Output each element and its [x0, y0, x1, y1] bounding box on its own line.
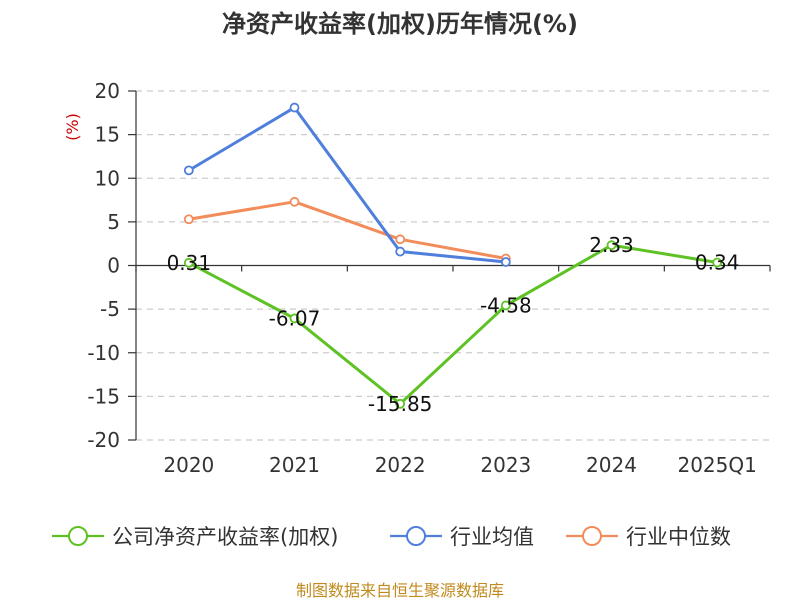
data-label: -4.58 [480, 293, 532, 317]
source-note: 制图数据来自恒生聚源数据库 [296, 581, 504, 600]
y-tick-label: -5 [100, 297, 120, 321]
y-tick-label: -10 [87, 341, 120, 365]
legend: 公司净资产收益率(加权) 行业均值 行业中位数 [52, 525, 731, 549]
data-point [395, 398, 406, 409]
series-line [188, 106, 506, 264]
y-tick-label: -20 [87, 428, 120, 452]
data-label: 0.34 [695, 251, 740, 275]
data-label: 0.31 [167, 251, 212, 275]
data-point [712, 257, 723, 268]
data-point [183, 214, 194, 225]
y-tick-label: 15 [95, 123, 120, 147]
y-tick-label: -15 [87, 384, 120, 408]
y-axis-unit-label: (%) [63, 113, 82, 141]
data-point [395, 234, 406, 245]
series-lines [183, 102, 723, 409]
x-tick-label: 2025Q1 [677, 453, 756, 477]
x-tick-label: 2024 [586, 453, 637, 477]
series-line [188, 243, 718, 406]
x-tick-label: 2022 [375, 453, 426, 477]
data-point [289, 313, 300, 324]
data-point [500, 257, 511, 267]
x-tick-label: 2020 [163, 453, 214, 477]
data-point [289, 102, 300, 113]
y-tick-label: 5 [107, 210, 120, 234]
data-point [606, 240, 617, 251]
data-label: 2.33 [589, 233, 634, 257]
grid-lines [136, 90, 770, 441]
x-tick-label: 2021 [269, 453, 320, 477]
chart-title: 净资产收益率(加权)历年情况(%) [222, 10, 578, 38]
data-labels: 0.31 -6.07 -15.85 -4.58 2.33 0.34 [167, 233, 740, 416]
series-line [188, 200, 507, 260]
data-label: -15.85 [368, 392, 432, 416]
legend-item: 公司净资产收益率(加权) [52, 525, 338, 549]
axes: 20 15 10 5 0 -5 -10 -15 -20 2020 2021 2022 2023 2024 2… [87, 79, 771, 477]
data-point [500, 300, 511, 311]
legend-item: 行业均值 [390, 525, 534, 549]
data-point [183, 165, 194, 176]
legend-label: 行业中位数 [626, 525, 731, 549]
legend-marker [406, 526, 426, 546]
legend-marker [582, 526, 602, 546]
data-point [183, 257, 194, 268]
y-tick-label: 0 [107, 254, 120, 278]
data-point [289, 196, 300, 207]
y-tick-label: 10 [95, 166, 120, 190]
legend-item: 行业中位数 [566, 525, 731, 549]
x-tick-label: 2023 [480, 453, 531, 477]
y-tick-label: 20 [95, 79, 120, 103]
data-point [395, 246, 406, 257]
legend-label: 行业均值 [450, 525, 534, 549]
legend-label: 公司净资产收益率(加权) [112, 525, 338, 549]
legend-marker [68, 526, 88, 546]
data-label: -6.07 [269, 306, 321, 330]
